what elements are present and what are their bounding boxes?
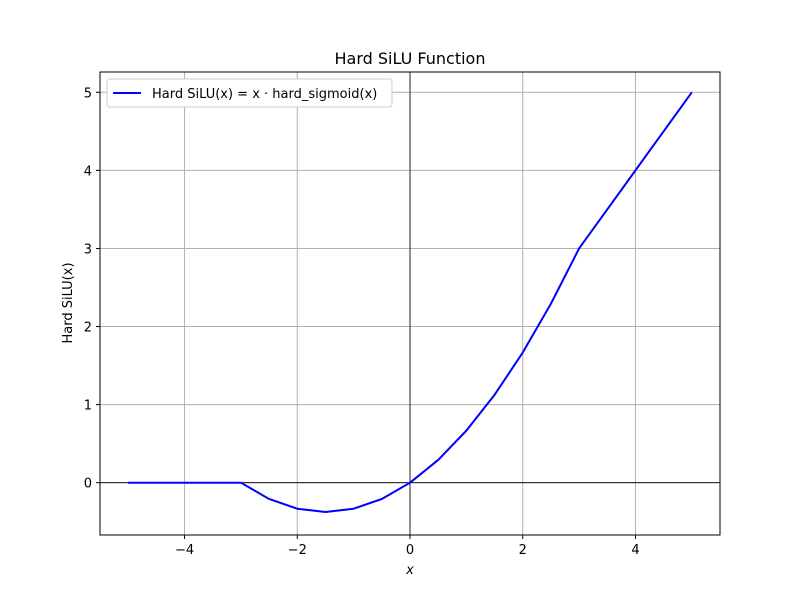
legend: Hard SiLU(x) = x · hard_sigmoid(x) <box>106 78 393 108</box>
x-tick-label: −4 <box>175 543 194 558</box>
y-tick-label: 0 <box>84 477 92 492</box>
y-tick-label: 4 <box>84 164 92 179</box>
y-tick-label: 5 <box>84 86 92 101</box>
legend-label: Hard SiLU(x) = x · hard_sigmoid(x) <box>152 87 377 102</box>
x-tick-label: −2 <box>288 543 307 558</box>
y-tick-label: 3 <box>84 242 92 257</box>
chart-title: Hard SiLU Function <box>335 49 486 68</box>
x-tick-label: 2 <box>519 543 527 558</box>
legend-box <box>106 78 393 108</box>
x-axis-label: x <box>405 563 414 578</box>
y-tick-label: 1 <box>84 399 92 414</box>
y-tick-label: 2 <box>84 321 92 336</box>
series-line <box>128 91 693 513</box>
x-tick-label: 4 <box>631 543 639 558</box>
series-layer <box>128 91 693 513</box>
y-axis-label: Hard SiLU(x) <box>61 262 76 343</box>
x-tick-label: 0 <box>406 543 414 558</box>
ticks: −4 −2 0 2 4 0 1 2 3 4 5 <box>84 86 640 558</box>
